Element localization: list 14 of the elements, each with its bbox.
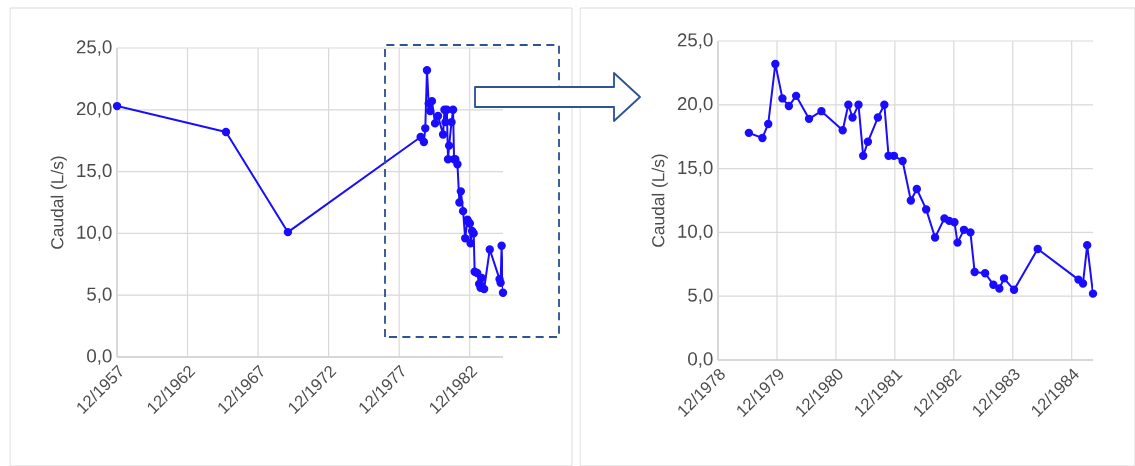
y-axis-title: Caudal (L/s) bbox=[50, 156, 67, 249]
y-tick-label: 0,0 bbox=[688, 352, 713, 368]
y-tick-label: 5,0 bbox=[87, 287, 112, 303]
y-tick-label: 25,0 bbox=[677, 33, 713, 49]
y-tick-label: 10,0 bbox=[77, 225, 112, 242]
y-axis-title: Caudal (L/s) bbox=[651, 154, 668, 247]
y-tick-label: 15,0 bbox=[77, 163, 112, 180]
y-tick-label: 10,0 bbox=[678, 224, 713, 241]
y-tick-label: 20,0 bbox=[677, 97, 713, 113]
y-tick-label: 25,0 bbox=[76, 40, 112, 56]
y-tick-label: 20,0 bbox=[76, 102, 112, 118]
y-tick-label: 0,0 bbox=[87, 349, 112, 365]
y-tick-label: 5,0 bbox=[688, 288, 713, 304]
y-tick-label: 15,0 bbox=[678, 160, 713, 177]
